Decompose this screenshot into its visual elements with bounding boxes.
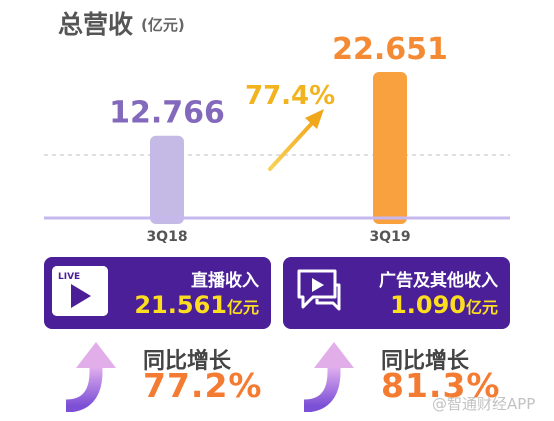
live-yoy-label: 同比增长 xyxy=(143,349,232,374)
ad-revenue-label: 广告及其他收入 xyxy=(379,271,498,291)
bar-3q18 xyxy=(150,135,184,224)
growth-arrow-icon xyxy=(268,109,324,171)
value-label-3q18: 12.766 xyxy=(109,96,225,131)
ad-yoy-label: 同比增长 xyxy=(381,349,470,374)
bar-3q19 xyxy=(373,72,407,224)
chart-unit: (亿元) xyxy=(141,16,185,34)
chart-title: 总营收 xyxy=(58,10,134,39)
watermark: @智通财经APP xyxy=(432,395,536,413)
live-revenue-label: 直播收入 xyxy=(191,271,259,291)
live-revenue-value: 21.561亿元 xyxy=(134,291,259,319)
ad-chat-icon xyxy=(295,267,341,317)
live-revenue-number: 21.561 xyxy=(134,291,227,319)
growth-curve-arrow-icon xyxy=(303,342,354,412)
live-revenue-card: LIVE 直播收入 21.561亿元 xyxy=(44,257,271,329)
category-label-3q19: 3Q19 xyxy=(369,229,410,245)
revenue-chart: 12.766 3Q18 22.651 3Q19 77.4% xyxy=(44,32,510,245)
live-video-icon: LIVE xyxy=(52,266,108,316)
category-label-3q18: 3Q18 xyxy=(146,229,187,245)
live-revenue-unit: 亿元 xyxy=(226,298,259,317)
live-yoy-value: 77.2% xyxy=(143,366,263,405)
value-label-3q19: 22.651 xyxy=(332,32,448,67)
ad-yoy-value: 81.3% xyxy=(381,366,501,405)
ad-revenue-number: 1.090 xyxy=(390,291,466,319)
ad-revenue-unit: 亿元 xyxy=(465,298,498,317)
growth-curve-arrow-icon xyxy=(65,342,116,412)
live-badge: LIVE xyxy=(58,272,80,282)
ad-revenue-value: 1.090亿元 xyxy=(390,291,498,319)
ad-revenue-card: 广告及其他收入 1.090亿元 xyxy=(283,257,510,329)
growth-label: 77.4% xyxy=(245,81,335,111)
